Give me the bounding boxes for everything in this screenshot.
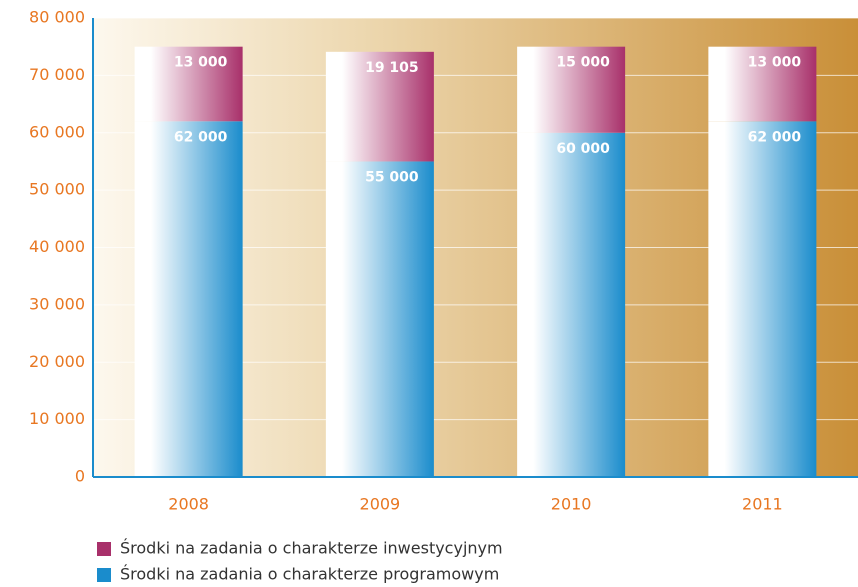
value-label: 15 000 [556, 55, 610, 71]
y-tick-label: 50 000 [29, 180, 85, 199]
y-tick-label: 0 [75, 467, 85, 486]
bar-segment [517, 46, 626, 133]
value-label: 60 000 [556, 141, 610, 157]
bar-segment [708, 46, 817, 122]
value-label: 55 000 [365, 169, 419, 185]
value-label: 13 000 [174, 55, 228, 71]
bar-segment [325, 51, 434, 162]
y-tick-label: 60 000 [29, 122, 85, 141]
legend-swatch [97, 542, 111, 556]
bar-segment [517, 132, 626, 477]
y-tick-label: 80 000 [29, 8, 85, 27]
bar-segment [134, 46, 243, 122]
y-tick-label: 70 000 [29, 65, 85, 84]
bar-segment [134, 121, 243, 478]
legend-label: Środki na zadania o charakterze programo… [120, 565, 499, 584]
value-label: 13 000 [748, 55, 802, 71]
x-tick-label: 2009 [360, 495, 401, 514]
legend-swatch [97, 568, 111, 582]
value-label: 19 105 [365, 60, 419, 76]
value-label: 62 000 [174, 129, 228, 145]
x-tick-label: 2011 [742, 495, 783, 514]
y-tick-label: 20 000 [29, 352, 85, 371]
x-tick-label: 2010 [551, 495, 592, 514]
legend-label: Środki na zadania o charakterze inwestyc… [120, 539, 503, 558]
y-tick-label: 40 000 [29, 237, 85, 256]
y-tick-label: 30 000 [29, 294, 85, 313]
bar-segment [325, 161, 434, 477]
y-tick-label: 10 000 [29, 409, 85, 428]
x-tick-label: 2008 [168, 495, 209, 514]
bar-segment [708, 121, 817, 478]
value-label: 62 000 [748, 129, 802, 145]
